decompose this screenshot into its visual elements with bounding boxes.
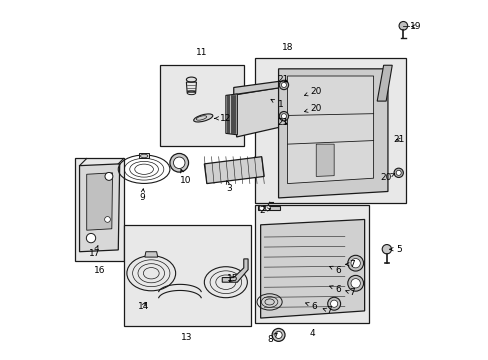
Polygon shape bbox=[236, 87, 284, 137]
Text: 10: 10 bbox=[179, 169, 191, 185]
Polygon shape bbox=[287, 76, 373, 184]
Bar bbox=[255, 58, 405, 203]
Ellipse shape bbox=[193, 114, 212, 122]
Circle shape bbox=[281, 114, 286, 119]
Text: 21: 21 bbox=[277, 75, 288, 84]
Bar bbox=[255, 205, 368, 323]
Polygon shape bbox=[225, 94, 237, 135]
Polygon shape bbox=[139, 153, 149, 158]
Polygon shape bbox=[86, 173, 112, 230]
Bar bbox=[160, 65, 244, 146]
Polygon shape bbox=[376, 65, 391, 101]
Text: 6: 6 bbox=[305, 302, 317, 311]
Text: 19: 19 bbox=[409, 22, 421, 31]
Text: 7: 7 bbox=[345, 288, 354, 297]
Circle shape bbox=[347, 255, 363, 271]
Polygon shape bbox=[144, 252, 158, 257]
Circle shape bbox=[393, 168, 403, 177]
Circle shape bbox=[382, 244, 391, 254]
Text: 20: 20 bbox=[380, 173, 394, 182]
Text: 15: 15 bbox=[227, 274, 238, 283]
Text: 6: 6 bbox=[329, 285, 341, 294]
Circle shape bbox=[279, 80, 288, 90]
Text: 17: 17 bbox=[89, 246, 100, 258]
Text: 11: 11 bbox=[196, 48, 207, 57]
Circle shape bbox=[169, 153, 188, 172]
Bar bbox=[123, 225, 250, 326]
Circle shape bbox=[265, 206, 270, 211]
Text: 6: 6 bbox=[329, 266, 341, 275]
Text: 5: 5 bbox=[389, 245, 401, 254]
Circle shape bbox=[395, 170, 400, 175]
Polygon shape bbox=[316, 144, 333, 176]
Bar bbox=[75, 158, 123, 261]
Circle shape bbox=[281, 82, 286, 87]
Circle shape bbox=[259, 206, 264, 211]
Circle shape bbox=[279, 112, 288, 121]
Circle shape bbox=[350, 258, 360, 268]
Text: 18: 18 bbox=[281, 43, 293, 52]
Text: 21: 21 bbox=[277, 118, 288, 127]
Polygon shape bbox=[233, 80, 286, 95]
Circle shape bbox=[105, 172, 113, 180]
Text: 1: 1 bbox=[270, 99, 283, 109]
Circle shape bbox=[86, 233, 96, 243]
Text: 2: 2 bbox=[258, 206, 270, 215]
Text: 13: 13 bbox=[181, 333, 192, 342]
Text: 21: 21 bbox=[393, 135, 404, 144]
Circle shape bbox=[274, 331, 282, 338]
Text: 3: 3 bbox=[226, 181, 232, 193]
Polygon shape bbox=[80, 164, 120, 252]
Ellipse shape bbox=[186, 77, 196, 82]
Polygon shape bbox=[278, 69, 387, 198]
Text: 20: 20 bbox=[304, 86, 321, 96]
Text: 8: 8 bbox=[267, 333, 277, 344]
Text: 7: 7 bbox=[323, 306, 332, 315]
Polygon shape bbox=[222, 259, 247, 282]
Text: 4: 4 bbox=[309, 329, 315, 338]
Circle shape bbox=[350, 279, 360, 288]
Text: 14: 14 bbox=[138, 302, 149, 311]
Circle shape bbox=[271, 328, 285, 341]
Text: 12: 12 bbox=[214, 114, 231, 123]
Text: 16: 16 bbox=[94, 266, 105, 275]
Circle shape bbox=[330, 300, 337, 307]
Polygon shape bbox=[284, 108, 294, 117]
Text: 20: 20 bbox=[304, 104, 321, 113]
Polygon shape bbox=[260, 220, 364, 318]
Circle shape bbox=[398, 22, 407, 30]
Circle shape bbox=[347, 275, 363, 291]
Circle shape bbox=[104, 217, 110, 222]
Polygon shape bbox=[258, 206, 280, 211]
Text: 9: 9 bbox=[139, 189, 145, 202]
Circle shape bbox=[327, 297, 340, 310]
Text: 7: 7 bbox=[345, 260, 354, 269]
Circle shape bbox=[173, 157, 184, 168]
Polygon shape bbox=[204, 157, 264, 184]
